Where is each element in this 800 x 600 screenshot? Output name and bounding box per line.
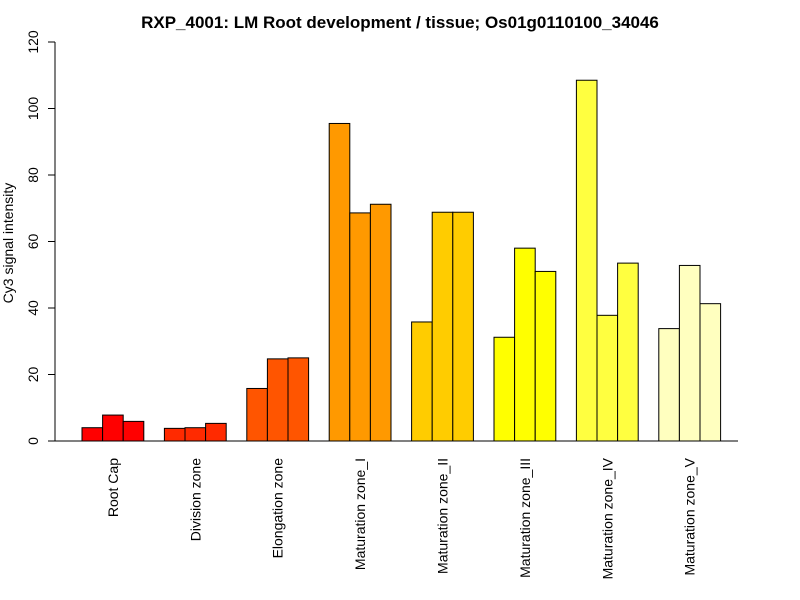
bar	[617, 262, 639, 442]
bar	[514, 247, 536, 442]
bar	[184, 427, 207, 442]
x-category-label: Division zone	[187, 458, 203, 541]
y-tick-label: 60	[25, 234, 41, 250]
y-tick-label: 100	[25, 97, 41, 121]
y-tick-label: 40	[25, 300, 41, 316]
bar	[658, 328, 680, 442]
bar	[163, 427, 186, 442]
bar	[266, 358, 289, 442]
bar	[534, 270, 557, 442]
x-category-label: Maturation zone_II	[435, 458, 451, 574]
bar	[287, 357, 310, 442]
y-axis: 0 20 40 60 80 100 120	[25, 30, 56, 445]
y-tick-label: 80	[25, 167, 41, 183]
bar	[411, 321, 433, 442]
x-category-label: Elongation zone	[270, 458, 286, 559]
x-category-label: Maturation zone_III	[517, 458, 533, 578]
bar	[699, 303, 722, 442]
bar	[205, 422, 227, 442]
bar	[246, 387, 268, 442]
y-axis-label: Cy3 signal intensity	[0, 183, 16, 304]
x-category-label: Root Cap	[105, 458, 121, 517]
category-labels: Root Cap Division zone Elongation zone Matu…	[105, 457, 698, 579]
bar	[369, 203, 392, 442]
y-tick-label: 0	[25, 437, 41, 445]
bars-group	[81, 79, 722, 442]
x-category-label: Maturation zone_I	[352, 458, 368, 570]
bar	[431, 211, 454, 442]
bar	[596, 314, 619, 442]
bar	[328, 122, 351, 442]
bar	[452, 211, 474, 442]
x-category-label: Maturation zone_V	[682, 457, 698, 575]
bar	[493, 336, 516, 442]
bar	[102, 414, 124, 442]
bar	[575, 79, 598, 442]
bar	[81, 427, 104, 442]
chart-title: RXP_4001: LM Root development / tissue; …	[141, 13, 659, 32]
bar	[122, 420, 145, 442]
y-tick-label: 20	[25, 367, 41, 383]
y-tick-label: 120	[25, 30, 41, 54]
bar	[678, 264, 701, 442]
bar	[349, 212, 371, 442]
x-category-label: Maturation zone_IV	[599, 457, 615, 579]
